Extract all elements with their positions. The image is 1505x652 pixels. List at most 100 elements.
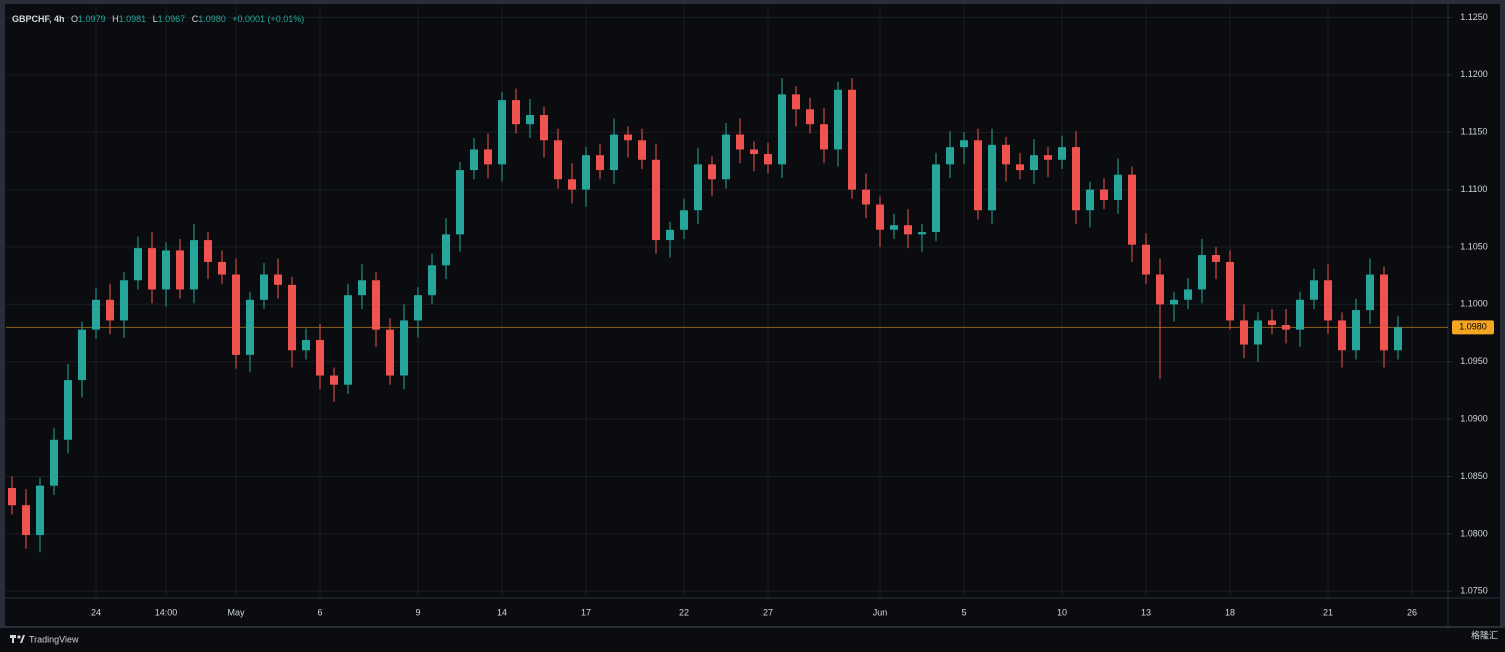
candle-body xyxy=(1072,147,1080,211)
candle-body xyxy=(1338,320,1346,351)
chart-background xyxy=(5,4,1500,626)
candle-body xyxy=(792,94,800,110)
candle-body xyxy=(512,100,520,125)
candle-body xyxy=(1394,327,1402,351)
candle-body xyxy=(498,100,506,165)
candle-body xyxy=(666,229,674,241)
x-tick-label: 5 xyxy=(961,607,966,617)
candle-body xyxy=(932,164,940,233)
y-tick-label: 1.1250 xyxy=(1460,12,1488,22)
candle-body xyxy=(1366,274,1374,311)
candle-body xyxy=(1310,280,1318,300)
candle-body xyxy=(8,487,16,506)
y-tick-label: 1.1200 xyxy=(1460,69,1488,79)
candle-body xyxy=(302,339,310,351)
x-tick-label: Jun xyxy=(873,607,888,617)
candle-body xyxy=(148,248,156,290)
candle-body xyxy=(862,189,870,205)
candle-body xyxy=(414,295,422,321)
candle-body xyxy=(1254,320,1262,345)
tv-logo xyxy=(10,635,25,643)
candle-body xyxy=(1324,280,1332,321)
candle-body xyxy=(554,140,562,180)
candle-body xyxy=(1044,155,1052,160)
candle-body xyxy=(232,274,240,355)
candle-body xyxy=(1352,310,1360,351)
candle-body xyxy=(218,261,226,275)
candle-body xyxy=(1282,325,1290,330)
candle-body xyxy=(946,147,954,165)
legend-key: H xyxy=(112,14,119,24)
x-tick-label: May xyxy=(227,607,245,617)
candle-body xyxy=(1226,261,1234,321)
candle-body xyxy=(92,299,100,330)
candle-body xyxy=(260,274,268,300)
candle-body xyxy=(876,204,884,230)
legend-value: 1.0979 xyxy=(78,14,106,24)
watermark[interactable]: 格隆汇 xyxy=(1471,629,1498,640)
candle-body xyxy=(274,274,282,285)
candle-body xyxy=(904,225,912,235)
candle-body xyxy=(1198,255,1206,290)
legend-value: 1.0981 xyxy=(119,14,147,24)
candle-body xyxy=(764,154,772,165)
candle-body xyxy=(1058,147,1066,160)
price-label: 1.0980 xyxy=(1459,322,1487,332)
candle-body xyxy=(722,134,730,180)
candle-body xyxy=(750,149,758,155)
candle-body xyxy=(1156,274,1164,305)
symbol-legend: GBPCHF, 4h O1.0979 H1.0981 L1.0967 C1.09… xyxy=(12,14,304,24)
candle-body xyxy=(568,179,576,190)
candle-body xyxy=(470,149,478,171)
y-tick-label: 1.0900 xyxy=(1460,414,1488,424)
footer-bar xyxy=(0,628,1505,652)
candle-body xyxy=(456,170,464,235)
candle-body xyxy=(1212,255,1220,262)
candle-body xyxy=(834,89,842,150)
candle-body xyxy=(64,380,72,440)
candle-body xyxy=(820,124,828,150)
candle-body xyxy=(708,164,716,180)
candle-body xyxy=(582,155,590,190)
x-tick-label: 14 xyxy=(497,607,507,617)
candle-body xyxy=(736,134,744,150)
y-tick-label: 1.0850 xyxy=(1460,471,1488,481)
candle-body xyxy=(246,299,254,355)
candle-body xyxy=(1142,244,1150,275)
candle-body xyxy=(1170,299,1178,305)
candle-body xyxy=(624,134,632,141)
candle-body xyxy=(540,115,548,141)
candle-body xyxy=(484,149,492,165)
candle-body xyxy=(596,155,604,171)
candle-body xyxy=(288,284,296,351)
y-tick-label: 1.0800 xyxy=(1460,528,1488,538)
candle-body xyxy=(1086,189,1094,211)
candle-body xyxy=(428,265,436,296)
candle-body xyxy=(918,232,926,235)
legend-key: L xyxy=(153,14,158,24)
candle-body xyxy=(442,234,450,266)
plot xyxy=(6,6,1448,597)
candle-body xyxy=(120,280,128,321)
candle-body xyxy=(610,134,618,171)
candle-body xyxy=(1114,174,1122,200)
candle-body xyxy=(960,140,968,148)
x-tick-label: 27 xyxy=(763,607,773,617)
x-tick-label: 6 xyxy=(317,607,322,617)
x-tick-label: 10 xyxy=(1057,607,1067,617)
candle-body xyxy=(358,280,366,296)
candle-body xyxy=(988,144,996,211)
candle-body xyxy=(50,439,58,486)
legend-key: C xyxy=(192,14,199,24)
candle-body xyxy=(652,159,660,241)
x-tick-label: 13 xyxy=(1141,607,1151,617)
candle-body xyxy=(176,250,184,290)
candle-body xyxy=(974,140,982,211)
y-tick-label: 1.0950 xyxy=(1460,356,1488,366)
x-tick-label: 22 xyxy=(679,607,689,617)
legend-value: 1.0967 xyxy=(158,14,186,24)
y-tick-label: 1.1050 xyxy=(1460,241,1488,251)
candle-body xyxy=(162,250,170,290)
candle-body xyxy=(106,299,114,321)
y-tick-label: 1.1000 xyxy=(1460,299,1488,309)
